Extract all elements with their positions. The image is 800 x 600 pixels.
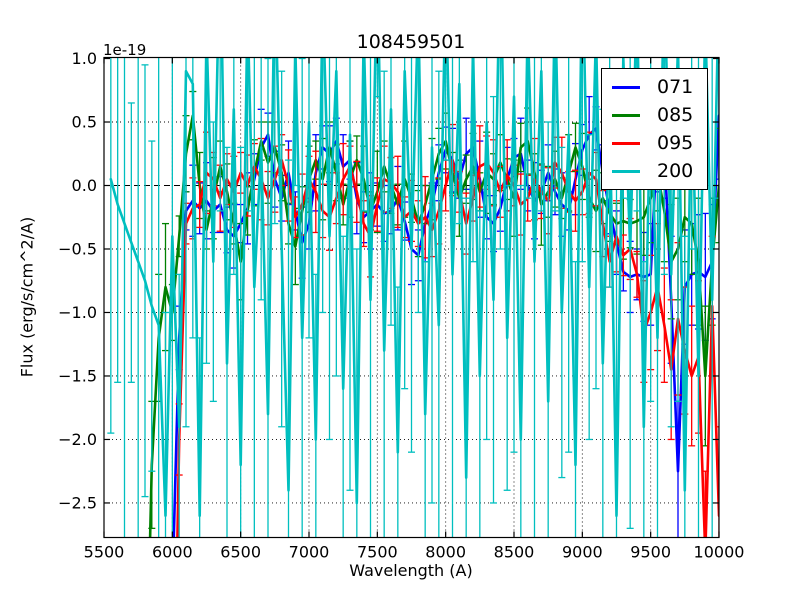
series-group: [107, 57, 719, 538]
legend-line-swatch: [612, 85, 640, 89]
x-axis-label: Wavelength (A): [349, 561, 473, 580]
legend: 071 085 095 200: [601, 68, 708, 190]
y-tick-label: −2.0: [58, 430, 97, 449]
legend-label: 085: [657, 103, 694, 126]
tick-labels: 5500 6000 6500 7000 7500 8000 8500 9000 9500 1000…: [58, 49, 744, 561]
x-tick-label: 8500: [494, 543, 535, 562]
x-tick-label: 7000: [289, 543, 330, 562]
legend-label: 095: [657, 131, 694, 154]
y-tick-label: 0.0: [72, 176, 97, 195]
legend-entry-085: 085: [612, 103, 697, 126]
plot-title: 108459501: [356, 31, 466, 53]
legend-entry-095: 095: [612, 131, 697, 154]
x-tick-label: 8000: [425, 543, 466, 562]
x-tick-label: 6000: [152, 543, 193, 562]
legend-label: 200: [657, 159, 694, 182]
legend-line-swatch: [612, 141, 640, 145]
series-line-095: [176, 158, 719, 538]
x-tick-label: 7500: [357, 543, 398, 562]
legend-line-swatch: [612, 169, 640, 173]
y-tick-label: −0.5: [58, 239, 97, 258]
x-tick-label: 5500: [84, 543, 125, 562]
series-line-200: [109, 57, 719, 518]
y-tick-label: 1.0: [72, 49, 97, 68]
y-tick-label: −1.0: [58, 303, 97, 322]
legend-entry-200: 200: [612, 159, 697, 182]
tick-marks: [103, 57, 720, 538]
x-tick-label: 9500: [630, 543, 671, 562]
y-tick-label: 0.5: [72, 113, 97, 132]
x-tick-label: 6500: [220, 543, 261, 562]
legend-line-swatch: [612, 113, 640, 117]
legend-label: 071: [657, 75, 694, 98]
x-tick-label: 10000: [694, 543, 745, 562]
y-axis-label: Flux (erg/s/cm^2/A): [17, 216, 37, 378]
y-axis-offset-text: 1e-19: [103, 41, 147, 59]
axes-spines: [103, 56, 720, 539]
x-tick-label: 9000: [562, 543, 603, 562]
y-tick-label: −1.5: [58, 366, 97, 385]
legend-entry-071: 071: [612, 75, 697, 98]
y-tick-label: −2.5: [58, 493, 97, 512]
